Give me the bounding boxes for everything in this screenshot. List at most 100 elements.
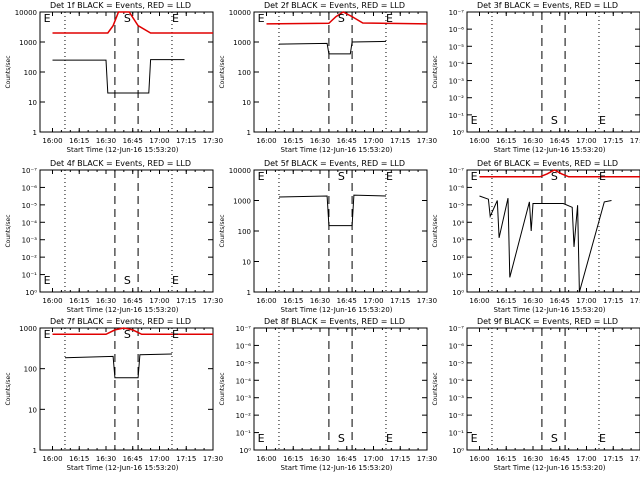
x-tick-label: 17:30 xyxy=(417,455,437,463)
x-tick-label: 16:45 xyxy=(550,455,570,463)
plot-frame xyxy=(253,327,428,451)
y-tick-label: 10⁻³ xyxy=(22,237,38,245)
event-marker-label: S xyxy=(551,432,558,445)
y-tick-label: 10³ xyxy=(452,237,464,245)
y-axis-label: Counts/sec xyxy=(432,214,439,247)
y-tick-label: 10⁻⁵ xyxy=(449,202,465,210)
y-tick-label: 10⁻⁶ xyxy=(236,342,252,350)
y-axis-label: Counts/sec xyxy=(432,372,439,405)
event-marker-label: E xyxy=(44,274,51,287)
y-tick-label: 10⁻⁴ xyxy=(449,60,465,68)
y-tick-label: 10⁴ xyxy=(452,219,464,227)
x-tick-label: 17:00 xyxy=(363,455,383,463)
chart-panel-1: Det 1f BLACK = Events, RED = LLD 16:00 16:… xyxy=(5,1,223,154)
event-marker-label: E xyxy=(386,432,393,445)
y-tick-label: 10⁻¹ xyxy=(449,112,465,120)
x-tick-label: 16:30 xyxy=(96,455,116,463)
y-tick-label: 10 xyxy=(242,259,251,267)
x-tick-label: 17:15 xyxy=(603,455,623,463)
y-tick-label: 10⁻¹ xyxy=(449,430,465,438)
x-tick-label: 16:15 xyxy=(69,137,89,145)
series-events-line xyxy=(52,59,185,94)
x-tick-label: 16:00 xyxy=(42,297,62,305)
event-marker-label: E xyxy=(471,432,478,445)
x-tick-label: 17:15 xyxy=(390,137,410,145)
x-axis-label: Start Time (12-Jun-16 15:53:20) xyxy=(281,306,393,314)
x-axis-label: Start Time (12-Jun-16 15:53:20) xyxy=(494,146,606,154)
event-marker-label: E xyxy=(258,170,265,183)
y-tick-label: 1000 xyxy=(233,39,251,47)
chart-title: Det 7f BLACK = Events, RED = LLD xyxy=(50,317,191,326)
x-tick-label: 16:00 xyxy=(469,297,489,305)
y-tick-label: 100 xyxy=(24,366,37,374)
event-marker-label: E xyxy=(386,170,393,183)
y-tick-label: 10⁻⁵ xyxy=(22,202,38,210)
x-tick-label: 17:30 xyxy=(417,297,437,305)
x-tick-label: 16:00 xyxy=(469,455,489,463)
chart-panel-3: Det 3f BLACK = Events, RED = LLD 16:00 16:… xyxy=(432,1,640,154)
y-tick-label: 10⁰ xyxy=(25,289,37,297)
event-marker-label: E xyxy=(599,114,606,127)
y-tick-label: 10⁻⁵ xyxy=(449,360,465,368)
series-lld-line xyxy=(52,11,213,34)
chart-title: Det 6f BLACK = Events, RED = LLD xyxy=(477,159,618,168)
y-axis-label: Counts/sec xyxy=(432,55,439,88)
series-lld-line xyxy=(52,327,213,336)
x-tick-label: 16:45 xyxy=(123,455,143,463)
series-lld-line xyxy=(479,169,640,178)
y-tick-label: 10⁻⁴ xyxy=(449,377,465,385)
chart-panel-4: Det 4f BLACK = Events, RED = LLD 16:00 16:… xyxy=(5,159,223,314)
event-marker-label: E xyxy=(471,170,478,183)
y-tick-label: 10⁻⁴ xyxy=(22,219,38,227)
x-tick-label: 17:15 xyxy=(176,137,196,145)
x-tick-label: 17:30 xyxy=(630,297,640,305)
y-tick-label: 10 xyxy=(28,406,37,414)
chart-panel-5: Det 5f BLACK = Events, RED = LLD 16:00 16:… xyxy=(219,159,437,314)
event-marker-label: E xyxy=(599,170,606,183)
series-events-line xyxy=(479,195,612,293)
y-tick-label: 10 xyxy=(242,99,251,107)
y-tick-label: 1 xyxy=(247,129,251,137)
event-marker-label: S xyxy=(551,170,558,183)
event-marker-label: E xyxy=(172,274,179,287)
y-axis-label: Counts/sec xyxy=(5,372,12,405)
y-tick-label: 10000 xyxy=(229,9,251,17)
x-tick-label: 16:30 xyxy=(96,297,116,305)
event-marker-label: S xyxy=(124,328,131,341)
y-tick-label: 10⁻² xyxy=(449,95,465,103)
event-marker-label: E xyxy=(471,114,478,127)
y-tick-label: 1000 xyxy=(19,325,37,333)
x-axis-label: Start Time (12-Jun-16 15:53:20) xyxy=(281,464,393,472)
y-tick-label: 10⁻⁶ xyxy=(22,184,38,192)
y-tick-label: 10⁻⁵ xyxy=(236,360,252,368)
y-tick-label: 1 xyxy=(247,289,251,297)
chart-title: Det 1f BLACK = Events, RED = LLD xyxy=(50,1,191,10)
y-axis-label: Counts/sec xyxy=(5,214,12,247)
x-tick-label: 16:15 xyxy=(69,297,89,305)
x-tick-label: 16:45 xyxy=(123,297,143,305)
x-tick-label: 16:45 xyxy=(123,137,143,145)
y-tick-label: 1000 xyxy=(19,39,37,47)
x-tick-label: 17:30 xyxy=(630,137,640,145)
event-marker-label: S xyxy=(338,432,345,445)
x-tick-label: 16:00 xyxy=(256,297,276,305)
series-lld-line xyxy=(266,11,428,25)
x-tick-label: 17:00 xyxy=(363,297,383,305)
y-tick-label: 10⁻⁵ xyxy=(449,43,465,51)
y-tick-label: 10⁻¹ xyxy=(22,272,38,280)
y-axis-label: Counts/sec xyxy=(5,55,12,88)
y-tick-label: 10¹ xyxy=(452,272,464,280)
x-tick-label: 16:30 xyxy=(310,455,330,463)
x-tick-label: 16:15 xyxy=(283,297,303,305)
y-tick-label: 10⁻⁶ xyxy=(449,184,465,192)
y-tick-label: 10⁻⁷ xyxy=(22,167,38,175)
x-tick-label: 16:30 xyxy=(96,137,116,145)
event-marker-label: S xyxy=(124,12,131,25)
y-tick-label: 10⁰ xyxy=(452,289,464,297)
x-tick-label: 16:15 xyxy=(283,455,303,463)
y-tick-label: 100 xyxy=(238,228,251,236)
y-tick-label: 10 xyxy=(28,99,37,107)
chart-title: Det 4f BLACK = Events, RED = LLD xyxy=(50,159,191,168)
x-tick-label: 17:15 xyxy=(390,455,410,463)
